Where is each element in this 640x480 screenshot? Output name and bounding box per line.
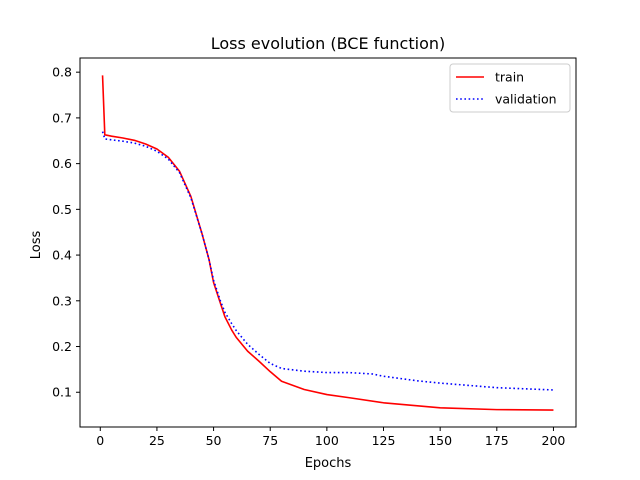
x-tick-label: 75 [262, 433, 278, 448]
y-tick-label: 0.3 [52, 293, 72, 308]
plot-frame [79, 57, 577, 428]
y-tick-label: 0.5 [52, 202, 72, 217]
legend-label-train: train [495, 70, 524, 85]
series-line-train [101, 75, 554, 411]
x-tick-label: 175 [485, 433, 509, 448]
x-tick-label: 50 [206, 433, 222, 448]
x-axis-label: Epochs [305, 456, 352, 471]
legend: train validation [449, 63, 571, 113]
x-tick-label: 0 [96, 433, 104, 448]
x-tick-label: 125 [372, 433, 396, 448]
legend-box [449, 63, 571, 113]
y-tick-label: 0.1 [52, 385, 72, 400]
chart-title: Loss evolution (BCE function) [211, 34, 446, 53]
y-tick-label: 0.4 [52, 248, 72, 263]
y-tick-label: 0.7 [52, 110, 72, 125]
x-tick-label: 200 [542, 433, 566, 448]
y-tick-label: 0.8 [52, 65, 72, 80]
series-line-validation [101, 131, 554, 391]
y-tick-label: 0.6 [52, 156, 72, 171]
x-tick-label: 100 [315, 433, 339, 448]
plot-content [101, 75, 554, 411]
axes: 0 25 50 75 100 125 150 175 200 0.1 0.2 0.3 0.4 0.5 0.6… [52, 57, 577, 448]
x-tick-label: 25 [149, 433, 165, 448]
y-tick-label: 0.2 [52, 339, 72, 354]
x-tick-label: 150 [428, 433, 452, 448]
y-axis-label: Loss [29, 231, 44, 260]
legend-label-validation: validation [495, 92, 557, 107]
